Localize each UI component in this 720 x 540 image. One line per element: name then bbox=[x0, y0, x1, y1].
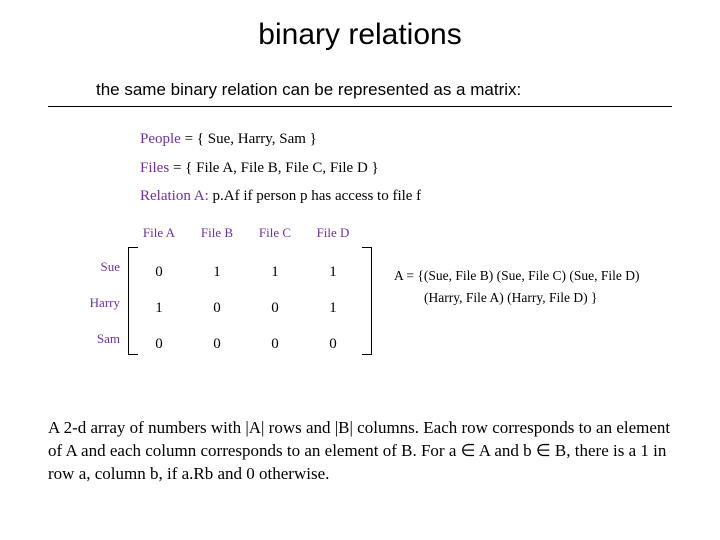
page-title: binary relations bbox=[0, 0, 720, 60]
definitions-block: People = { Sue, Harry, Sam } Files = { F… bbox=[0, 107, 720, 211]
relation-value: p.Af if person p has access to file f bbox=[209, 188, 421, 204]
def-people: People = { Sue, Harry, Sam } bbox=[140, 125, 720, 154]
set-a-definition: A = {(Sue, File B) (Sue, File C) (Sue, F… bbox=[394, 265, 639, 311]
col-header: File B bbox=[188, 225, 246, 241]
subtitle-wrap: the same binary relation can be represen… bbox=[0, 60, 720, 107]
bracket-right bbox=[362, 247, 372, 355]
people-value: = { Sue, Harry, Sam } bbox=[181, 131, 317, 147]
matrix-cell: 1 bbox=[304, 300, 362, 317]
matrix-cell: 1 bbox=[304, 264, 362, 281]
files-label: Files bbox=[140, 160, 169, 176]
matrix-cell: 0 bbox=[130, 264, 188, 281]
subtitle: the same binary relation can be represen… bbox=[48, 60, 672, 107]
def-files: Files = { File A, File B, File C, File D… bbox=[140, 154, 720, 183]
matrix-column-headers: File A File B File C File D bbox=[130, 225, 362, 241]
matrix-cell: 0 bbox=[130, 336, 188, 353]
def-relation: Relation A: p.Af if person p has access … bbox=[140, 182, 720, 211]
matrix-cell: 0 bbox=[246, 336, 304, 353]
matrix-row: 0 0 0 0 bbox=[130, 327, 362, 363]
matrix-body: 0 1 1 1 1 0 0 1 0 0 0 0 bbox=[130, 255, 362, 363]
matrix-cell: 0 bbox=[188, 300, 246, 317]
col-header: File A bbox=[130, 225, 188, 241]
col-header: File C bbox=[246, 225, 304, 241]
matrix-cell: 0 bbox=[304, 336, 362, 353]
matrix-cell: 1 bbox=[188, 264, 246, 281]
matrix-row-labels: Sue Harry Sam bbox=[72, 255, 120, 351]
footer-explanation: A 2-d array of numbers with |A| rows and… bbox=[48, 417, 672, 486]
row-label: Sue bbox=[72, 255, 120, 279]
people-label: People bbox=[140, 131, 181, 147]
matrix-cell: 0 bbox=[246, 300, 304, 317]
relation-label: Relation A: bbox=[140, 188, 209, 204]
matrix-row: 1 0 0 1 bbox=[130, 291, 362, 327]
matrix-region: File A File B File C File D Sue Harry Sa… bbox=[0, 225, 720, 375]
matrix-cell: 1 bbox=[246, 264, 304, 281]
set-a-line1: A = {(Sue, File B) (Sue, File C) (Sue, F… bbox=[394, 265, 639, 288]
matrix-row: 0 1 1 1 bbox=[130, 255, 362, 291]
col-header: File D bbox=[304, 225, 362, 241]
set-a-line2: (Harry, File A) (Harry, File D) } bbox=[394, 287, 639, 310]
row-label: Harry bbox=[72, 291, 120, 315]
matrix-cell: 1 bbox=[130, 300, 188, 317]
row-label: Sam bbox=[72, 327, 120, 351]
files-value: = { File A, File B, File C, File D } bbox=[169, 160, 379, 176]
matrix-cell: 0 bbox=[188, 336, 246, 353]
